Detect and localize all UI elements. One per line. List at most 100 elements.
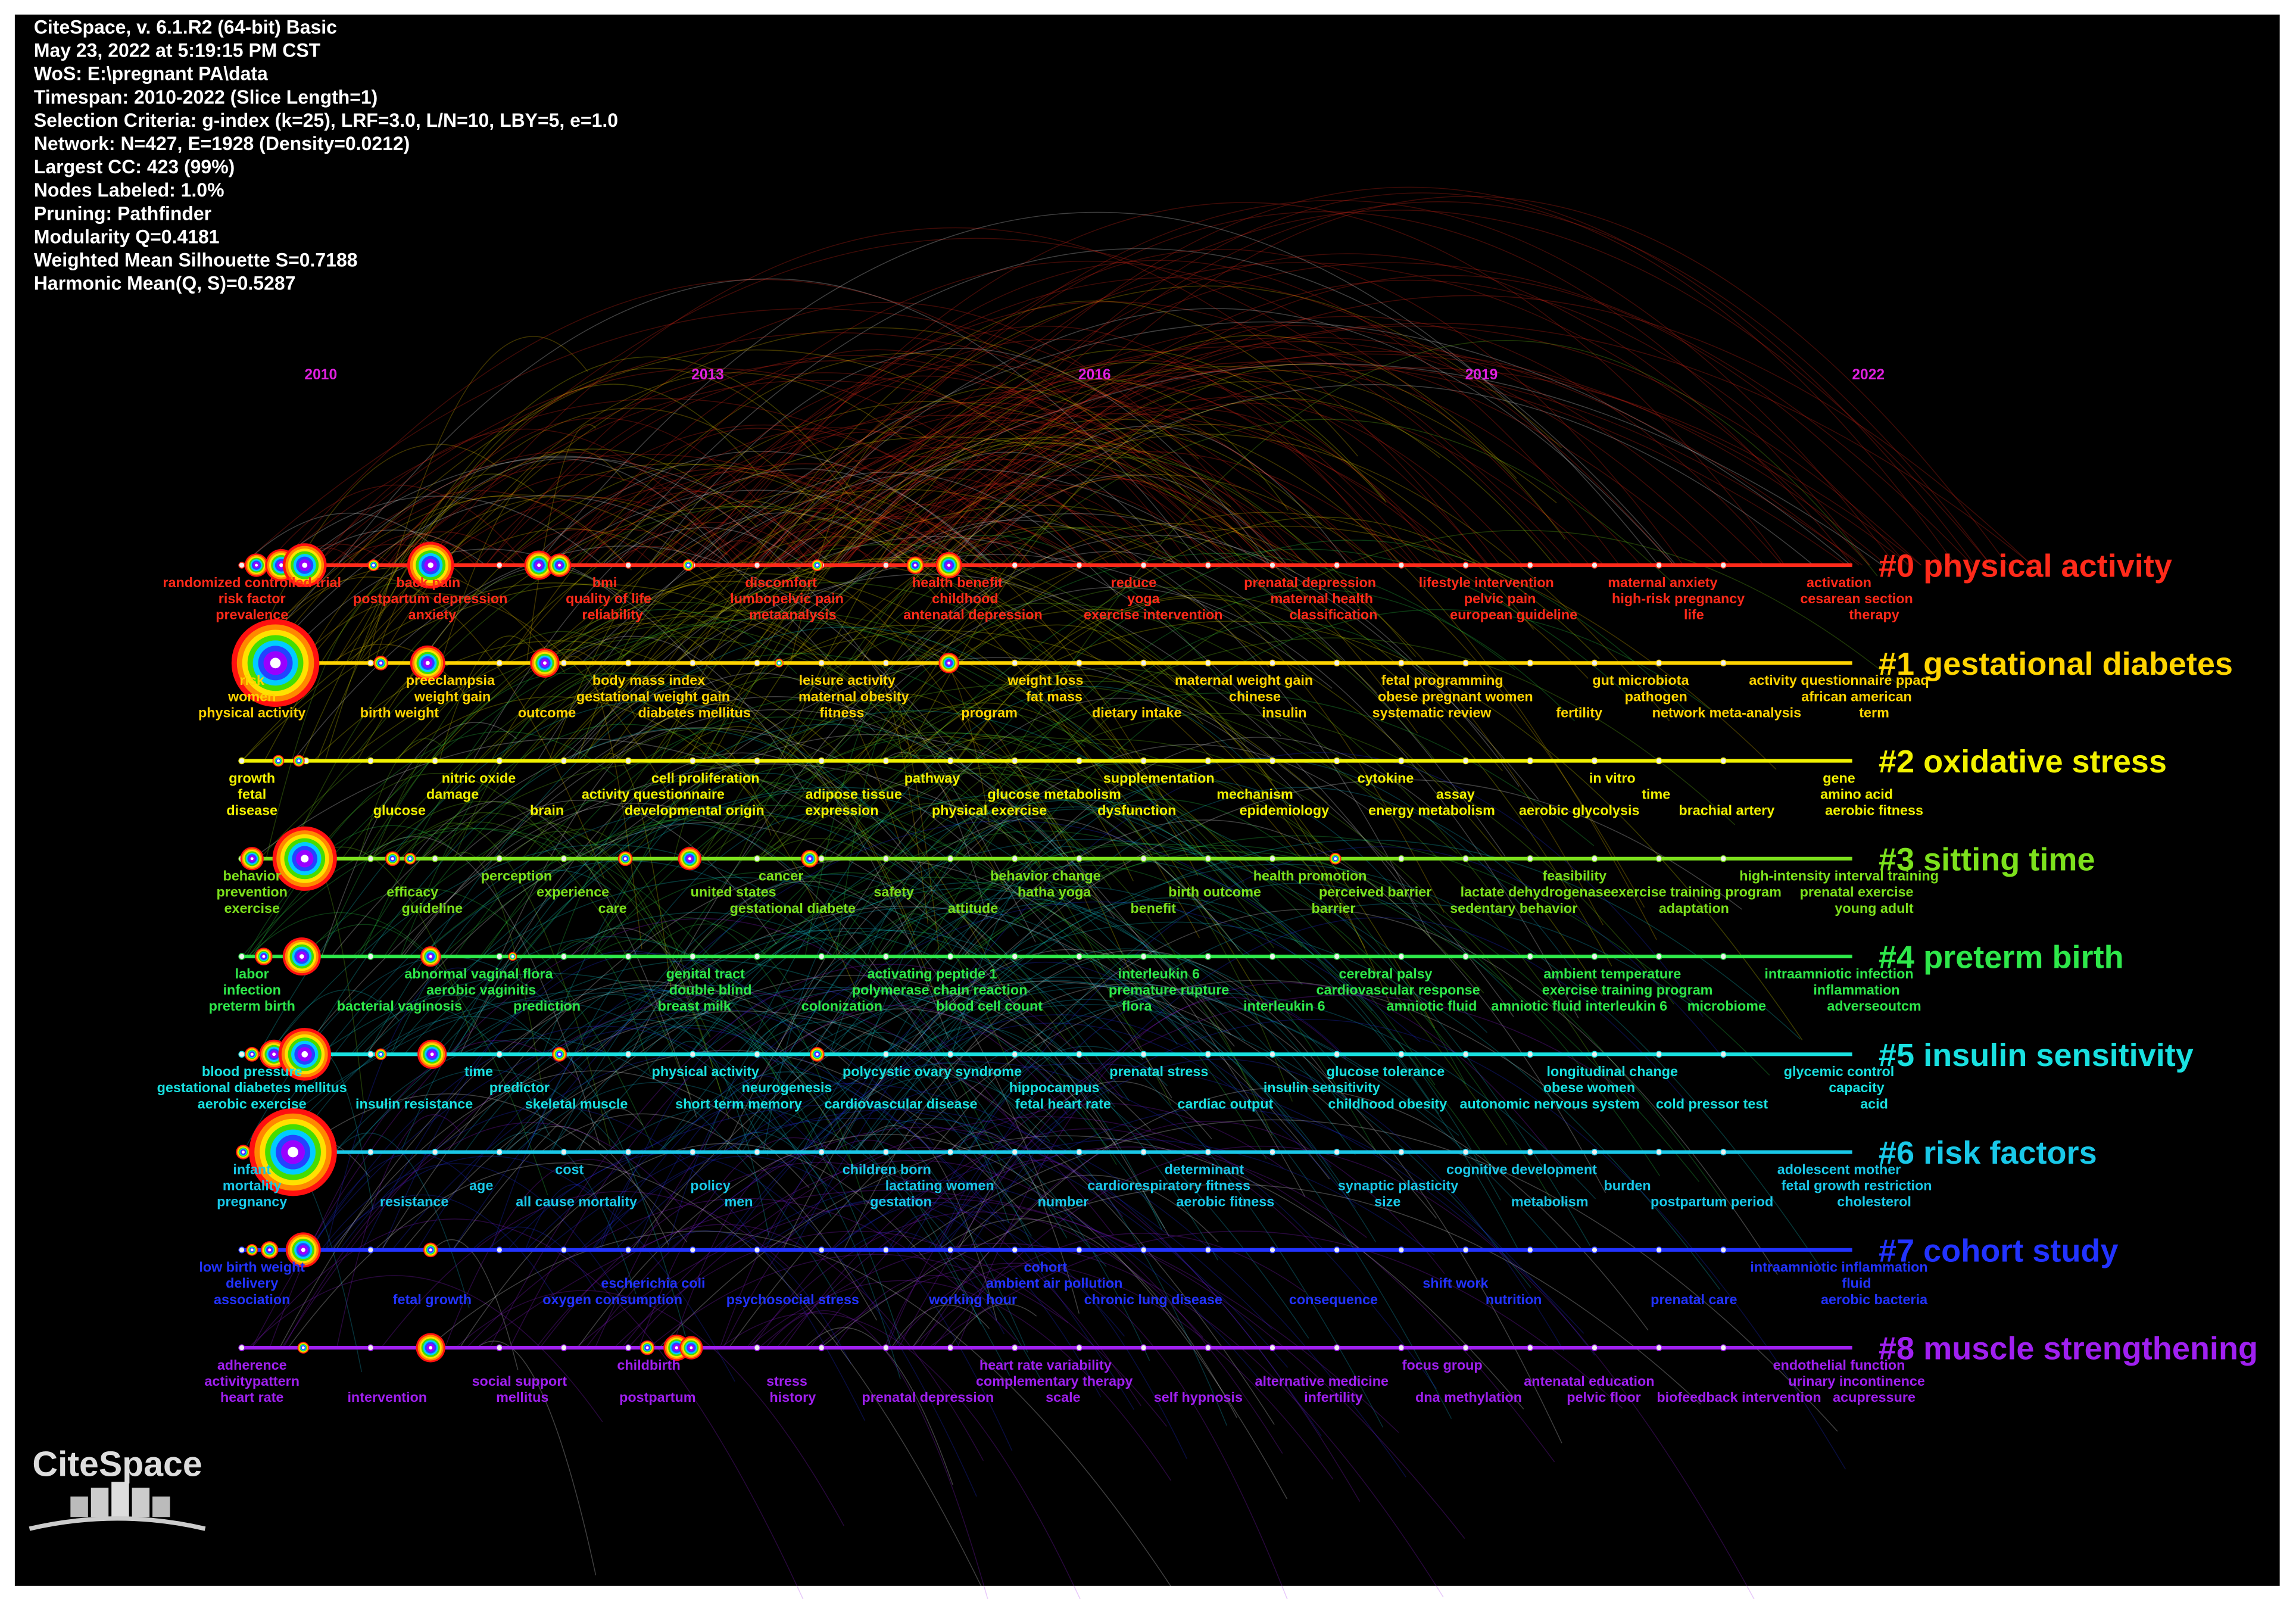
link-arc bbox=[242, 512, 456, 566]
link-arc bbox=[687, 441, 1266, 761]
node-dot bbox=[882, 855, 890, 862]
year-label: 2013 bbox=[691, 367, 724, 383]
link-arc bbox=[844, 383, 1401, 566]
link-arc bbox=[886, 589, 1576, 957]
node-dot bbox=[1011, 1148, 1018, 1156]
keyword-label: care bbox=[598, 900, 627, 916]
link-arc bbox=[906, 846, 1724, 1251]
info-line: Nodes Labeled: 1.0% bbox=[34, 179, 224, 201]
link-arc bbox=[893, 1265, 1288, 1599]
link-arc bbox=[700, 731, 1135, 859]
keyword-label: experience bbox=[536, 884, 609, 900]
link-arc bbox=[244, 576, 605, 879]
keyword-label: maternal anxiety bbox=[1608, 575, 1717, 590]
link-arc bbox=[561, 349, 1192, 566]
keyword-label: mortality bbox=[223, 1178, 282, 1193]
link-arc bbox=[934, 609, 1710, 957]
keyword-label: heart rate variability bbox=[979, 1357, 1112, 1373]
node-core bbox=[429, 955, 432, 958]
info-line: Harmonic Mean(Q, S)=0.5287 bbox=[34, 273, 296, 294]
link-arc bbox=[620, 1025, 779, 1065]
link-arc bbox=[498, 674, 1012, 1002]
node-dot bbox=[1333, 1148, 1340, 1156]
keyword-label: size bbox=[1374, 1194, 1400, 1210]
node-dot bbox=[882, 562, 890, 569]
keyword-label: synaptic plasticity bbox=[1338, 1178, 1458, 1193]
node-dot bbox=[1527, 659, 1534, 666]
node-dot bbox=[560, 757, 567, 765]
node-dot bbox=[1527, 562, 1534, 569]
link-arc bbox=[460, 752, 921, 1055]
link-arc bbox=[592, 535, 1231, 957]
keyword-label: glucose tolerance bbox=[1327, 1064, 1445, 1079]
link-arc bbox=[760, 248, 1684, 566]
link-arc bbox=[829, 812, 1066, 1055]
link-arc bbox=[754, 911, 1178, 1055]
link-arc bbox=[354, 367, 862, 663]
link-arc bbox=[747, 397, 1283, 566]
keyword-label: obese pregnant women bbox=[1378, 688, 1533, 704]
link-arc bbox=[579, 733, 1436, 1086]
keyword-label: preterm birth bbox=[209, 998, 295, 1014]
keyword-label: fat mass bbox=[1026, 688, 1083, 704]
node-dot bbox=[1269, 1344, 1276, 1351]
node-dot bbox=[1269, 757, 1276, 765]
link-arc bbox=[768, 518, 1009, 566]
link-arc bbox=[243, 956, 557, 1152]
keyword-label: prevalence bbox=[216, 607, 288, 622]
keyword-label: urinary incontinence bbox=[1788, 1373, 1925, 1389]
node-core bbox=[430, 1052, 434, 1056]
link-arc bbox=[659, 1135, 1524, 1410]
node-dot bbox=[1397, 1246, 1405, 1254]
node-dot bbox=[689, 1148, 696, 1156]
node-core bbox=[301, 1248, 305, 1252]
link-arc bbox=[561, 581, 891, 663]
link-arc bbox=[776, 1008, 1116, 1145]
link-arc bbox=[938, 1148, 1043, 1251]
keyword-label: lactating women bbox=[885, 1178, 994, 1193]
link-arc bbox=[536, 1224, 984, 1461]
node-dot bbox=[1269, 562, 1276, 569]
keyword-label: breast milk bbox=[658, 998, 731, 1014]
node-dot bbox=[560, 1148, 567, 1156]
link-arc bbox=[337, 278, 1202, 566]
keyword-label: perceived barrier bbox=[1319, 884, 1431, 900]
link-arc bbox=[455, 1290, 845, 1526]
keyword-label: exercise intervention bbox=[1084, 607, 1223, 622]
link-arc bbox=[491, 622, 732, 761]
link-arc bbox=[535, 828, 692, 990]
link-arc bbox=[752, 529, 875, 566]
node-dot bbox=[1269, 659, 1276, 666]
link-arc bbox=[973, 530, 1906, 859]
link-arc bbox=[822, 779, 1743, 1153]
keyword-label: aerobic exercise bbox=[198, 1096, 307, 1111]
node-core bbox=[270, 657, 281, 669]
link-arc bbox=[727, 428, 1322, 761]
keyword-label: pregnancy bbox=[217, 1194, 287, 1210]
link-arc bbox=[963, 819, 1606, 1193]
node-core bbox=[250, 1052, 254, 1056]
keyword-label: fertility bbox=[1556, 705, 1602, 720]
link-arc bbox=[516, 1081, 813, 1164]
link-arc bbox=[464, 1009, 828, 1153]
node-dot bbox=[1462, 562, 1470, 569]
keyword-label: scale bbox=[1046, 1389, 1080, 1405]
link-arc bbox=[904, 370, 1500, 566]
link-arc bbox=[379, 238, 1573, 566]
link-arc bbox=[351, 1006, 550, 1137]
link-arc bbox=[912, 1087, 1649, 1348]
link-arc bbox=[917, 523, 1604, 925]
link-arc bbox=[929, 195, 2008, 566]
keyword-label: quality of life bbox=[566, 591, 651, 606]
link-arc bbox=[724, 459, 1286, 566]
link-arc bbox=[875, 351, 1887, 566]
keyword-label: young adult bbox=[1835, 900, 1913, 916]
keyword-label: risk factor bbox=[219, 591, 286, 606]
link-arc bbox=[251, 918, 1016, 1348]
node-dot bbox=[1462, 855, 1470, 862]
keyword-label: fetal heart rate bbox=[1015, 1096, 1111, 1111]
link-arc bbox=[754, 420, 1268, 566]
keyword-label: dna methylation bbox=[1415, 1389, 1522, 1405]
keyword-label: blood cell count bbox=[936, 998, 1043, 1014]
